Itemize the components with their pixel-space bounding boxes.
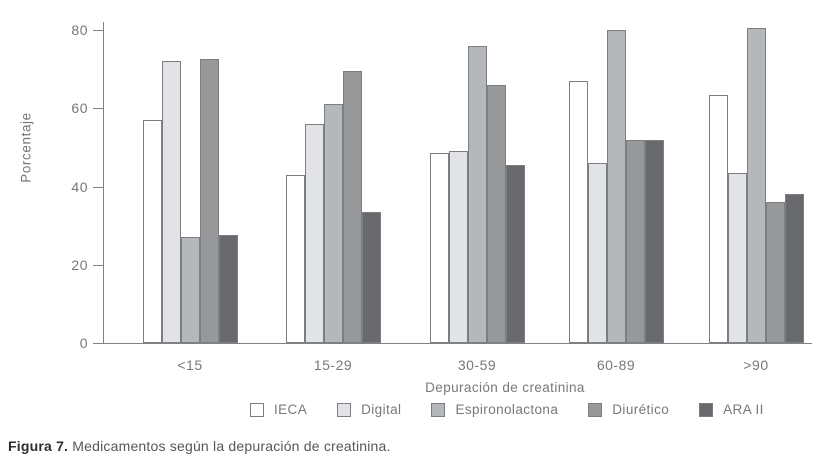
x-tick-label: 15-29 [313, 357, 353, 373]
bar-ara-ii->90 [784, 194, 804, 343]
y-tick-mark [93, 264, 103, 266]
y-tick-mark [93, 108, 103, 110]
bar-ara-ii-<15 [218, 235, 238, 343]
legend-swatch-icon [588, 402, 603, 417]
y-tick-label: 80 [71, 22, 88, 38]
y-tick-mark [93, 186, 103, 188]
y-tick-label: 0 [79, 335, 88, 351]
y-tick-label: 60 [71, 100, 88, 117]
bar-digital-60-89 [587, 163, 607, 343]
figure-caption: Figura 7. Medicamentos según la depuraci… [8, 438, 391, 454]
legend-item-ara-ii: ARA II [699, 402, 764, 417]
figure-caption-text: Medicamentos según la depuración de crea… [68, 438, 391, 454]
bar-diurético-30-59 [486, 84, 506, 343]
bar-espironolactona-15-29 [323, 104, 343, 343]
bar-diurético-<15 [199, 59, 219, 343]
figure-caption-prefix: Figura 7. [8, 438, 69, 454]
legend-item-ieca: IECA [250, 402, 307, 417]
legend-label: ARA II [723, 402, 764, 417]
y-tick-mark [93, 343, 103, 344]
y-tick-mark [93, 30, 103, 31]
legend-item-espironolactona: Espironolactona [431, 402, 558, 417]
bar-ieca-15-29 [285, 174, 305, 343]
bar-ieca-60-89 [568, 80, 588, 343]
x-axis-title: Depuración de creatinina [425, 380, 585, 395]
bar-espironolactona-30-59 [467, 45, 487, 343]
legend-label: Digital [361, 402, 402, 417]
x-tick-label: >90 [743, 357, 769, 373]
bar-diurético-15-29 [342, 71, 362, 343]
y-tick-label: 20 [71, 256, 88, 273]
bar-espironolactona-<15 [180, 237, 200, 343]
x-tick-label: <15 [177, 357, 203, 373]
x-tick-label: 30-59 [457, 357, 497, 373]
y-axis-line [103, 22, 104, 343]
legend: IECA Digital Espironolactona Diurético ARA I… [250, 402, 764, 417]
bar-digital-<15 [161, 61, 181, 343]
bar-digital->90 [727, 172, 747, 343]
bar-ara-ii-15-29 [361, 211, 381, 343]
bar-diurético-60-89 [625, 139, 645, 343]
legend-item-diurético: Diurético [588, 402, 669, 417]
legend-swatch-icon [250, 402, 264, 417]
legend-label: IECA [274, 402, 308, 417]
bar-digital-30-59 [448, 151, 468, 343]
y-tick-label: 40 [71, 178, 88, 195]
x-tick-label: 60-89 [596, 357, 636, 373]
legend-label: Espironolactona [455, 402, 559, 417]
legend-swatch-icon [699, 402, 714, 417]
bar-digital-15-29 [304, 123, 324, 343]
bar-espironolactona->90 [746, 28, 766, 343]
x-axis-line [103, 343, 812, 344]
bar-ieca-<15 [142, 119, 162, 343]
legend-swatch-icon [431, 402, 446, 417]
bar-ara-ii-30-59 [505, 164, 525, 343]
bar-ieca->90 [708, 94, 728, 343]
bar-ieca-30-59 [429, 153, 449, 343]
legend-swatch-icon [337, 402, 352, 417]
legend-label: Diurético [612, 402, 670, 417]
y-axis-title: Porcentaje [18, 112, 34, 183]
bar-espironolactona-60-89 [606, 30, 626, 343]
bar-ara-ii-60-89 [644, 139, 664, 343]
legend-item-digital: Digital [337, 402, 401, 417]
bar-diurético->90 [765, 202, 785, 343]
